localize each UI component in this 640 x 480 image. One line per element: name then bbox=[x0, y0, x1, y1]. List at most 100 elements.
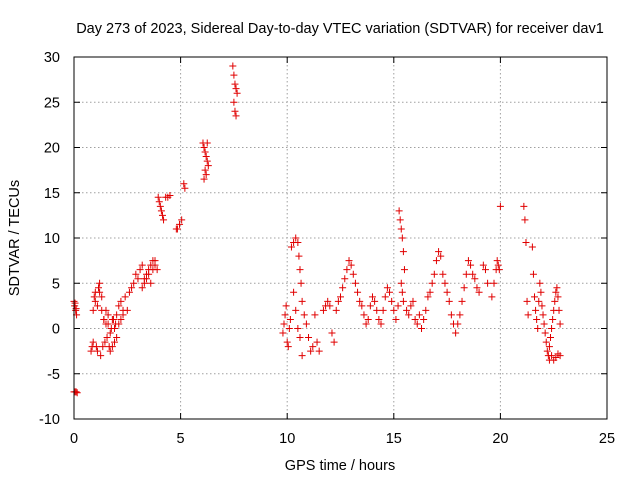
data-point bbox=[330, 338, 338, 346]
data-point bbox=[362, 320, 370, 328]
data-point bbox=[142, 275, 150, 283]
data-point bbox=[315, 347, 323, 355]
data-point bbox=[445, 297, 453, 305]
data-point bbox=[420, 315, 428, 323]
data-point bbox=[398, 234, 406, 242]
data-point bbox=[89, 338, 97, 346]
data-point bbox=[104, 320, 112, 328]
data-point bbox=[178, 216, 186, 224]
data-point bbox=[100, 315, 108, 323]
data-point bbox=[413, 320, 421, 328]
data-point bbox=[479, 261, 487, 269]
data-point bbox=[201, 166, 209, 174]
data-point bbox=[326, 302, 334, 310]
data-point bbox=[121, 293, 129, 301]
data-point bbox=[231, 80, 239, 88]
data-point bbox=[158, 211, 166, 219]
data-point bbox=[173, 225, 181, 233]
x-tick-label: 25 bbox=[599, 431, 615, 447]
data-point bbox=[334, 297, 342, 305]
data-point bbox=[230, 71, 238, 79]
data-point bbox=[324, 297, 332, 305]
data-point bbox=[426, 288, 434, 296]
data-point bbox=[494, 261, 502, 269]
data-point bbox=[395, 207, 403, 215]
data-point bbox=[230, 98, 238, 106]
data-point bbox=[538, 302, 546, 310]
data-point bbox=[462, 270, 470, 278]
data-point bbox=[452, 329, 460, 337]
data-point bbox=[409, 297, 417, 305]
data-point bbox=[354, 288, 362, 296]
data-point bbox=[473, 284, 481, 292]
data-point bbox=[360, 311, 368, 319]
data-point bbox=[96, 279, 104, 287]
x-tick-label: 20 bbox=[492, 431, 508, 447]
data-point bbox=[347, 261, 355, 269]
data-point bbox=[295, 252, 303, 260]
data-point bbox=[103, 334, 111, 342]
data-point bbox=[93, 347, 101, 355]
data-point bbox=[280, 320, 288, 328]
data-point bbox=[180, 180, 188, 188]
data-point bbox=[305, 334, 313, 342]
data-point bbox=[415, 311, 423, 319]
data-point bbox=[157, 207, 165, 215]
data-point bbox=[471, 275, 479, 283]
data-point bbox=[87, 347, 95, 355]
data-point bbox=[154, 193, 162, 201]
data-point bbox=[407, 302, 415, 310]
data-point bbox=[520, 202, 528, 210]
data-point bbox=[555, 306, 563, 314]
data-point bbox=[493, 257, 501, 265]
data-point bbox=[160, 216, 168, 224]
data-point bbox=[284, 343, 292, 351]
data-point bbox=[399, 248, 407, 256]
data-point bbox=[392, 315, 400, 323]
data-point bbox=[296, 334, 304, 342]
data-point bbox=[551, 297, 559, 305]
data-point bbox=[302, 320, 310, 328]
data-point bbox=[534, 325, 542, 332]
data-point bbox=[282, 302, 290, 310]
data-point bbox=[132, 270, 140, 278]
data-point bbox=[201, 148, 209, 156]
data-point bbox=[290, 288, 298, 296]
data-point bbox=[464, 257, 472, 265]
data-point bbox=[279, 329, 287, 337]
x-tick-label: 5 bbox=[177, 431, 185, 447]
y-tick-label: 15 bbox=[44, 186, 60, 202]
data-point bbox=[309, 343, 317, 351]
data-point bbox=[298, 297, 306, 305]
data-point bbox=[439, 270, 447, 278]
data-point bbox=[130, 279, 138, 287]
data-point bbox=[488, 293, 496, 301]
data-point bbox=[95, 284, 103, 292]
data-point bbox=[529, 270, 537, 278]
data-point bbox=[337, 293, 344, 301]
data-point bbox=[287, 243, 295, 251]
data-point bbox=[528, 243, 536, 251]
data-point bbox=[556, 352, 564, 360]
data-point bbox=[381, 293, 389, 301]
data-point bbox=[541, 329, 549, 337]
data-point bbox=[531, 293, 539, 301]
data-point bbox=[467, 261, 475, 269]
data-point bbox=[232, 112, 240, 120]
data-point bbox=[522, 239, 530, 247]
data-point bbox=[115, 302, 123, 310]
data-point bbox=[166, 191, 174, 199]
data-point bbox=[203, 157, 211, 165]
data-point bbox=[400, 266, 408, 274]
data-point bbox=[202, 153, 210, 161]
data-point bbox=[176, 220, 184, 228]
data-point bbox=[366, 302, 374, 310]
data-point bbox=[140, 279, 148, 287]
data-point bbox=[375, 315, 383, 323]
data-point bbox=[399, 297, 407, 305]
data-point bbox=[285, 325, 293, 332]
data-point bbox=[371, 297, 379, 305]
data-point bbox=[532, 306, 540, 314]
data-point bbox=[281, 311, 289, 319]
